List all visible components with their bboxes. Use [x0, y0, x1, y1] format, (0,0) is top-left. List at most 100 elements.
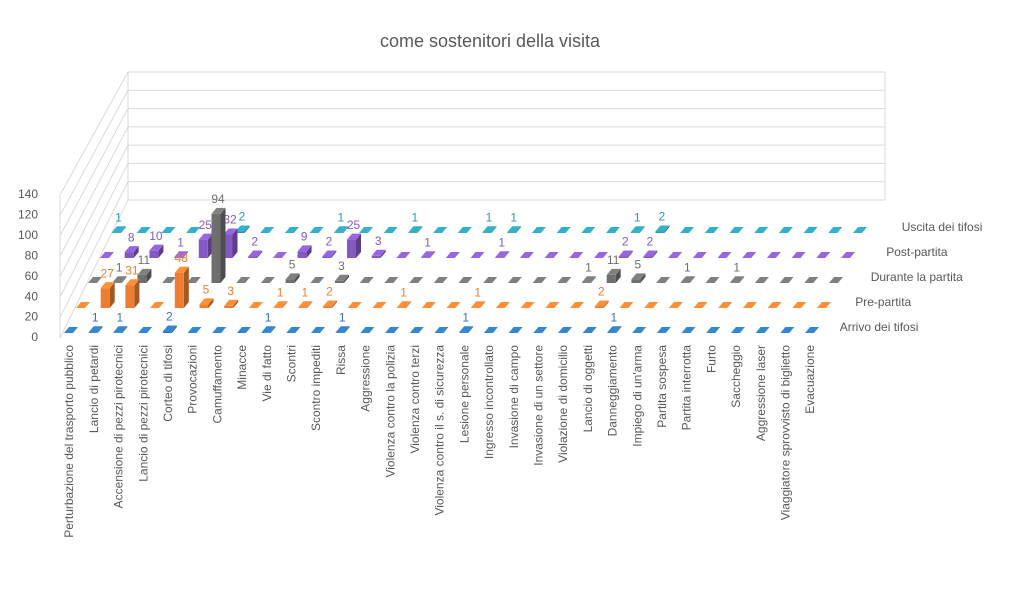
bar-top: [112, 276, 127, 283]
bar-side: [468, 326, 474, 333]
bar-top: [483, 327, 498, 333]
bar: [396, 252, 411, 258]
bar-top: [533, 327, 548, 333]
grid-line: [59, 144, 129, 277]
bar-top: [310, 277, 325, 283]
bar: [64, 327, 78, 333]
bar-front: [582, 282, 591, 283]
bar: [186, 227, 201, 233]
bar-front: [198, 239, 208, 258]
value-label: 5: [635, 257, 642, 271]
bar-top: [297, 245, 312, 252]
bar-top: [335, 274, 349, 281]
bar: [483, 327, 498, 333]
bar: [730, 327, 745, 333]
bar: [458, 277, 473, 283]
bar: [223, 228, 238, 258]
bar-front: [594, 306, 604, 308]
bar-side: [639, 226, 645, 233]
grid-line: [59, 126, 129, 257]
bar: [309, 227, 324, 233]
bar: [520, 302, 535, 308]
bar: [471, 301, 486, 308]
x-tick-label: Lancio di petardi: [87, 345, 101, 433]
bar: [113, 326, 128, 333]
x-tick-label: Rissa: [334, 345, 348, 375]
bar: [434, 327, 449, 333]
bar-front: [606, 274, 616, 283]
bar-front: [347, 239, 356, 258]
bar: [347, 302, 362, 308]
bar: [718, 302, 733, 308]
bar-top: [544, 252, 559, 258]
value-label: 1: [486, 210, 493, 224]
value-label: 1: [115, 210, 122, 224]
bar-top: [113, 326, 128, 333]
bar-top: [778, 227, 793, 233]
x-tick-label: Invasione di un settore: [531, 345, 545, 466]
bar: [594, 252, 608, 258]
bar-top: [556, 227, 571, 233]
bar-front: [655, 231, 665, 233]
value-label: 1: [277, 285, 284, 299]
bar-top: [359, 277, 374, 283]
bar-front: [273, 307, 283, 308]
bar-top: [495, 251, 510, 258]
bar: [421, 302, 436, 308]
bar-front: [149, 250, 159, 258]
bar-top: [655, 225, 670, 232]
bar-top: [483, 277, 498, 283]
bar: [124, 246, 139, 258]
bar: [433, 227, 448, 233]
bar: [76, 302, 90, 308]
bar-side: [282, 301, 288, 308]
bar-top: [507, 277, 522, 283]
bar: [284, 227, 299, 233]
bar-side: [591, 276, 596, 283]
bar: [594, 300, 609, 308]
bar: [519, 252, 534, 258]
bar: [359, 227, 373, 233]
bar-top: [630, 226, 645, 233]
bar-front: [459, 332, 469, 333]
bar: [162, 277, 177, 283]
bar: [706, 327, 721, 333]
bar-side: [244, 225, 250, 233]
bar-top: [754, 277, 769, 283]
bar: [421, 251, 436, 258]
bar-side: [220, 207, 226, 283]
bar-side: [294, 273, 300, 283]
value-label: 3: [227, 284, 234, 298]
bar: [457, 227, 472, 233]
y-tick-label: 120: [18, 208, 38, 222]
bar: [260, 227, 275, 233]
bar-top: [482, 226, 497, 233]
bar-top: [309, 227, 324, 233]
bar: [260, 277, 275, 283]
bar: [347, 233, 361, 258]
value-label: 1: [634, 210, 641, 224]
bar-side: [504, 251, 510, 258]
x-tick-label: Perturbazione del trasporto pubblico: [62, 345, 76, 538]
bar-top: [347, 302, 362, 308]
bar: [655, 225, 670, 233]
x-tick-label: Vie di fatto: [260, 345, 274, 402]
bar: [311, 327, 325, 333]
x-tick-label: Impiego di un'arma: [630, 345, 644, 447]
bar-top: [729, 227, 744, 233]
x-tick-label: Invasione di campo: [507, 345, 521, 449]
bar-top: [261, 326, 276, 333]
bar-front: [334, 232, 344, 233]
bar-top: [187, 327, 202, 333]
bar-top: [311, 327, 325, 333]
bar-top: [445, 252, 460, 258]
bar-top: [581, 227, 596, 233]
bar-top: [803, 227, 818, 233]
bar-top: [421, 302, 436, 308]
bar-top: [397, 301, 412, 308]
bar-top: [742, 302, 757, 308]
bar-side: [380, 249, 386, 258]
bar-top: [88, 326, 103, 333]
bar: [112, 226, 126, 233]
bar-top: [112, 226, 126, 233]
